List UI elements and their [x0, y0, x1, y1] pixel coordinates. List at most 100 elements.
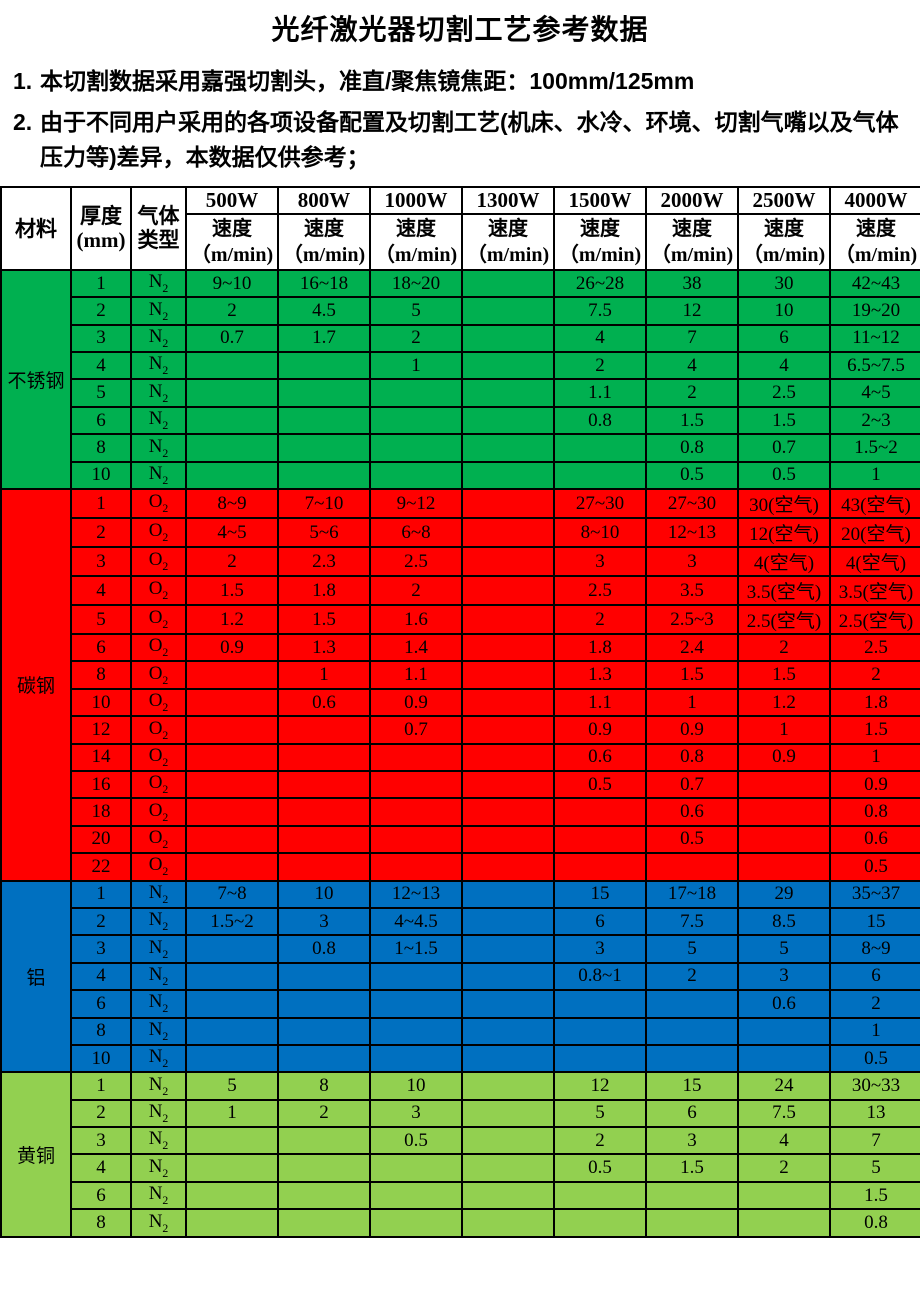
thickness-cell: 12: [70, 715, 132, 745]
speed-cell: [737, 769, 831, 800]
table-row: 6 O2 0.9 1.3 1.4 1.8 2.4 2 2.5: [1, 633, 920, 663]
speed-cell: 1: [369, 351, 463, 381]
speed-cell: 19~20: [829, 296, 920, 326]
speed-cell: [461, 824, 555, 855]
speed-cell: [553, 797, 647, 827]
speed-cell: [185, 1016, 279, 1046]
speed-cell: [369, 1153, 463, 1183]
thickness-cell: 2: [70, 906, 132, 937]
speed-cell: [737, 1208, 831, 1238]
note-2-text: 由于不同用户采用的各项设备配置及切割工艺(机床、水冷、环境、切割气嘴以及气体压力…: [40, 108, 899, 171]
speed-cell: 12(空气): [737, 517, 831, 549]
speed-cell: 5: [185, 1071, 279, 1101]
speed-cell: 0.9: [185, 633, 279, 663]
speed-cell: [645, 989, 739, 1019]
speed-cell: 2.5: [737, 378, 831, 408]
speed-cell: 0.5: [645, 460, 739, 491]
notes: 1. 本切割数据采用嘉强切割头，准直/聚焦镜焦距：100mm/125mm 2. …: [0, 64, 920, 176]
speed-cell: 0.8: [277, 934, 371, 964]
thickness-cell: 18: [70, 797, 132, 827]
thickness-cell: 1: [70, 1071, 132, 1101]
speed-cell: [277, 1208, 371, 1238]
speed-cell: [185, 460, 279, 491]
speed-cell: 5: [553, 1098, 647, 1129]
gas-cell: N2: [130, 323, 187, 354]
speed-cell: [461, 378, 555, 408]
thickness-cell: 3: [70, 546, 132, 578]
speed-cell: [185, 1180, 279, 1211]
speed-cell: [185, 824, 279, 855]
header-speed-unit: 速度 （m/min): [737, 212, 831, 271]
speed-cell: [461, 1153, 555, 1183]
speed-cell: [185, 961, 279, 992]
note-1-text: 本切割数据采用嘉强切割头，准直/聚焦镜焦距：100mm/125mm: [40, 68, 695, 94]
speed-cell: 5: [737, 934, 831, 964]
speed-cell: 1: [277, 660, 371, 690]
speed-cell: 0.9: [645, 715, 739, 745]
gas-cell: O2: [130, 769, 187, 800]
speed-cell: 9~10: [185, 268, 279, 299]
gas-cell: N2: [130, 1098, 187, 1129]
header-power: 500W: [185, 185, 279, 215]
speed-cell: 4: [645, 351, 739, 381]
thickness-cell: 14: [70, 742, 132, 773]
speed-cell: [277, 1126, 371, 1156]
thickness-cell: 4: [70, 575, 132, 607]
speed-cell: 1: [645, 687, 739, 718]
table-row: 8 O2 1 1.1 1.3 1.5 1.5 2: [1, 660, 920, 690]
speed-cell: [461, 769, 555, 800]
speed-cell: [185, 989, 279, 1019]
speed-cell: 2.5: [553, 575, 647, 607]
speed-cell: [737, 852, 831, 882]
thickness-cell: 8: [70, 1208, 132, 1238]
table-row: 16 O2 0.5 0.7 0.9: [1, 769, 920, 800]
speed-cell: 12: [553, 1071, 647, 1101]
speed-cell: [369, 405, 463, 436]
gas-cell: N2: [130, 296, 187, 326]
table-row: 8 N2 0.8 0.7 1.5~2: [1, 433, 920, 463]
gas-cell: O2: [130, 488, 187, 520]
header-speed-unit: 速度 （m/min): [829, 212, 920, 271]
gas-cell: N2: [130, 961, 187, 992]
speed-cell: [277, 405, 371, 436]
speed-cell: [461, 742, 555, 773]
thickness-cell: 6: [70, 1180, 132, 1211]
speed-cell: 1.5: [737, 405, 831, 436]
thickness-cell: 10: [70, 1043, 132, 1074]
speed-cell: 1.2: [737, 687, 831, 718]
speed-cell: 8.5: [737, 906, 831, 937]
speed-cell: 2: [645, 961, 739, 992]
speed-cell: [461, 1071, 555, 1101]
speed-cell: 17~18: [645, 879, 739, 909]
speed-cell: 15: [829, 906, 920, 937]
table-header: 材料 厚度 (mm) 气体 类型 500W 800W 1000W 1300W 1500W…: [0, 185, 920, 271]
speed-cell: [185, 378, 279, 408]
speed-cell: [645, 1208, 739, 1238]
speed-cell: 3: [553, 934, 647, 964]
speed-cell: 0.6: [553, 742, 647, 773]
gas-cell: N2: [130, 1153, 187, 1183]
speed-cell: 30(空气): [737, 488, 831, 520]
table-row: 6 N2 0.6 2: [1, 989, 920, 1019]
speed-cell: [369, 1180, 463, 1211]
gas-cell: N2: [130, 433, 187, 463]
speed-cell: 15: [645, 1071, 739, 1101]
speed-cell: [185, 405, 279, 436]
speed-cell: [461, 405, 555, 436]
speed-cell: 0.9: [829, 769, 920, 800]
speed-cell: 7: [829, 1126, 920, 1156]
gas-cell: N2: [130, 879, 187, 909]
table-row: 22 O2 0.5: [1, 852, 920, 882]
speed-cell: 2: [553, 604, 647, 636]
header-power: 1300W: [461, 185, 555, 215]
gas-cell: O2: [130, 604, 187, 636]
thickness-cell: 22: [70, 852, 132, 882]
gas-cell: N2: [130, 351, 187, 381]
speed-cell: 2.5: [369, 546, 463, 578]
speed-cell: 13: [829, 1098, 920, 1129]
gas-cell: O2: [130, 742, 187, 773]
speed-cell: [461, 1098, 555, 1129]
page-title: 光纤激光器切割工艺参考数据: [271, 14, 649, 45]
gas-cell: N2: [130, 989, 187, 1019]
speed-cell: [461, 323, 555, 354]
